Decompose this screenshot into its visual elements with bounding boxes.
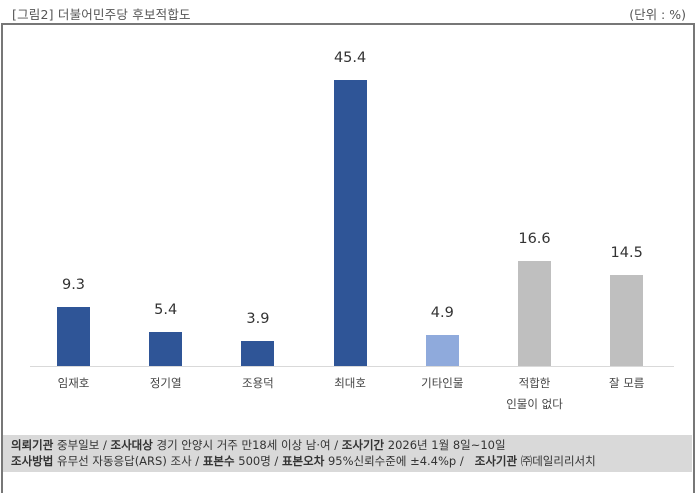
category-label-line: 기타인물	[421, 376, 464, 390]
bar	[241, 341, 275, 366]
bar	[149, 331, 183, 366]
footer-value: 유무선 자동응답(ARS) 조사 /	[56, 453, 200, 468]
unit-label: (단위 : %)	[629, 7, 686, 22]
footer-value: 중부일보 /	[56, 438, 107, 452]
footer-value: 경기 안양시 거주 만18세 이상 남·여 /	[156, 438, 339, 452]
data-label: 5.4	[154, 301, 178, 318]
x-axis-line	[30, 366, 674, 367]
footer-label: 표본수	[202, 453, 235, 468]
category-label: 정기열	[116, 373, 216, 394]
footer-label: 표본오차	[281, 453, 325, 468]
bar	[518, 261, 551, 366]
category-label-line: 잘 모름	[608, 376, 645, 390]
footer-label: 조사대상	[110, 438, 153, 452]
data-label: 45.4	[333, 50, 367, 66]
category-label: 기타인물	[392, 373, 492, 394]
category-label: 잘 모름	[577, 373, 677, 394]
category-label: 조용덕	[208, 373, 308, 394]
category-label-line: 인물이 없다	[506, 397, 563, 411]
footer-line-2: 조사방법 유무선 자동응답(ARS) 조사 / 표본수 500명 / 표본오차 …	[11, 454, 692, 470]
data-label: 16.6	[518, 231, 551, 248]
chart-frame	[1, 23, 695, 493]
footer-label: 조사방법	[11, 453, 54, 468]
category-label-line: 조용덕	[242, 376, 274, 390]
data-label: 3.9	[246, 311, 270, 328]
category-label: 최대호	[300, 373, 400, 394]
data-label: 4.9	[430, 305, 454, 322]
footer-value: 95%신뢰수준에 ±4.4%p /	[327, 453, 464, 468]
data-label: 9.3	[61, 277, 86, 294]
footer-label: 의뢰기관	[11, 438, 54, 452]
bar	[333, 80, 367, 366]
footer-line-1: 의뢰기관 중부일보 / 조사대상 경기 안양시 거주 만18세 이상 남·여 /…	[11, 438, 692, 454]
category-label-line: 임재호	[57, 376, 90, 390]
bar	[610, 274, 644, 366]
footer-value: 2026년 1월 8일~10일	[387, 438, 506, 452]
bar	[57, 307, 90, 366]
footer-value: ㈜데일리리서치	[520, 453, 596, 468]
bar	[425, 335, 459, 366]
footer-label: 조사기간	[341, 438, 385, 452]
footer-value: 500명 /	[238, 453, 279, 468]
survey-info-footer: 의뢰기관 중부일보 / 조사대상 경기 안양시 거주 만18세 이상 남·여 /…	[3, 435, 692, 472]
category-label-line: 정기열	[149, 376, 182, 390]
data-label: 14.5	[610, 244, 643, 261]
category-label-line: 적합한	[518, 376, 551, 390]
chart-title: [그림2] 더불어민주당 후보적합도	[12, 7, 191, 22]
category-label-line: 최대호	[334, 376, 366, 390]
footer-label: 조사기관	[474, 453, 518, 468]
category-label: 임재호	[24, 373, 124, 394]
